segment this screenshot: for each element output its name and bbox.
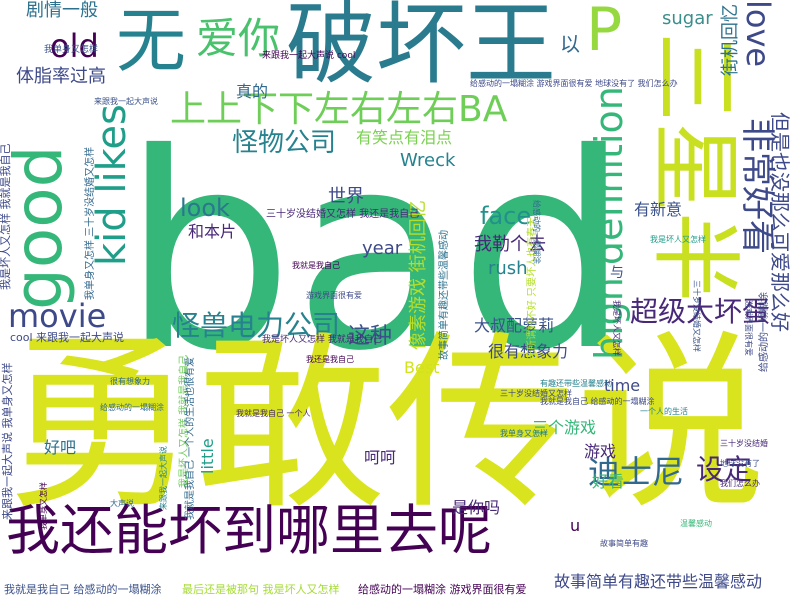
- word: little: [198, 438, 217, 474]
- word: 我是坏人又怎样 我就是我自己: [0, 143, 12, 291]
- word: 我就是我自己 一个人的生活也很有爱: [185, 356, 196, 520]
- word: 无: [116, 0, 186, 82]
- word: 迪士尼: [588, 453, 685, 491]
- word: 三十岁没结婚又怎样: [692, 280, 701, 352]
- word: 我就是我自己: [292, 261, 340, 270]
- word: 我就是我自己 一个人: [236, 409, 311, 418]
- word: 最后还是被那句 我是坏人又怎样: [182, 583, 340, 596]
- word: 爱你: [196, 14, 281, 63]
- word: 很有想象力: [110, 377, 150, 386]
- word: love: [739, 0, 777, 68]
- word: 三十岁没结婚又怎样: [500, 389, 572, 398]
- word: 我是坏人又怎样: [612, 300, 621, 356]
- word: high definition: [587, 86, 631, 360]
- word: kid likes: [89, 104, 135, 266]
- word: 我们怎么办: [720, 479, 760, 488]
- word: 大叔配萝莉: [474, 316, 555, 335]
- word: 游戏界面很有爱: [744, 300, 753, 356]
- word: 这种: [348, 324, 393, 349]
- word: 我是坏人又怎样 我就是我自己: [262, 335, 382, 345]
- word: P: [586, 0, 623, 65]
- word: 我是坏人又怎样: [650, 235, 706, 244]
- word: 世界: [328, 186, 364, 207]
- word: 给感动的一塌糊涂 游戏界面很有爱: [358, 583, 527, 596]
- word: 一个人的生活: [640, 407, 688, 416]
- word: 有新意: [634, 200, 683, 219]
- word: Best: [404, 358, 440, 377]
- word: old: [50, 27, 99, 65]
- word: 我单身又怎样: [500, 429, 548, 438]
- word: 怪物公司: [232, 128, 337, 158]
- word: movie: [8, 297, 107, 335]
- word: Wreck: [400, 150, 456, 171]
- word: 上上下下左右左右BA: [170, 89, 508, 130]
- word: 我还能坏到哪里去呢: [6, 499, 492, 562]
- word: 真的: [236, 82, 269, 101]
- word: 三十岁没结婚: [720, 439, 768, 448]
- word: 呵呵: [364, 448, 397, 467]
- word: 怪兽电力公司: [172, 309, 341, 342]
- word: face: [480, 202, 532, 230]
- word: 来跟我一起大声说 我单身又怎样: [1, 362, 14, 521]
- word: 设定: [696, 453, 753, 486]
- word: 和本片: [188, 222, 237, 241]
- word: 给感动的一塌糊涂: [759, 292, 770, 372]
- word: sugar: [662, 8, 713, 29]
- word: 体脂率过高: [16, 66, 106, 87]
- word: 但是也没那么可爱那么好: [768, 112, 792, 332]
- word: 我单身又怎样: [44, 45, 99, 55]
- word: year: [362, 238, 403, 259]
- word: 温馨感动: [680, 519, 712, 528]
- word: 大声说: [110, 499, 134, 508]
- word: time: [604, 376, 641, 395]
- word: 我就是我自己 给感动的一塌糊涂: [540, 397, 655, 406]
- word: 像素游戏 街机回忆: [408, 200, 429, 350]
- word: 游戏界面很有爱: [306, 291, 362, 300]
- word: 来跟我一起大声说: [94, 97, 158, 106]
- word: good: [0, 145, 77, 310]
- word: 故事简单有趣还带些温馨感动: [439, 230, 450, 360]
- word: 来跟我一起大声说: [159, 446, 168, 510]
- word: 破坏王: [286, 0, 556, 97]
- word: rush: [488, 258, 528, 279]
- word: 很有想象力: [488, 342, 569, 361]
- word: 我单身又怎样 三十岁没结婚又怎样: [85, 146, 96, 300]
- word: 以: [560, 32, 580, 56]
- word: 给感动的一塌糊涂: [100, 403, 164, 412]
- word: 我单身又怎样: [39, 482, 48, 530]
- word: u: [570, 516, 581, 535]
- word: 勇敢传说: [6, 314, 767, 535]
- word: 来跟我一起大声说 cool: [262, 51, 356, 61]
- word: 故事简单有趣: [600, 539, 648, 548]
- word: 我勒个去: [474, 234, 546, 255]
- word: 三个游戏: [532, 418, 597, 437]
- word: 与: [610, 265, 624, 281]
- word: 我还是我自己: [306, 355, 354, 364]
- word: 街机回忆 尤其是: [720, 0, 741, 76]
- word: 地球没有了: [720, 459, 760, 468]
- word: 我就是我自己 给感动的一塌糊涂: [4, 583, 162, 596]
- word: 给感动的一塌糊涂 游戏界面很有爱 地球没有了 我们怎么办: [470, 79, 678, 88]
- word: 有趣还带些温馨感动: [540, 379, 612, 388]
- word: look: [180, 194, 230, 222]
- word: 是你吗: [452, 498, 501, 517]
- word: 游戏: [584, 442, 617, 461]
- word: 剧情一般: [26, 0, 98, 21]
- word: cool 来跟我一起大声说: [10, 331, 125, 344]
- word: 故事简单有趣还带些温馨感动: [554, 572, 763, 591]
- word: 好吧: [44, 438, 77, 457]
- word: 超级大坏蛋: [630, 295, 771, 328]
- word: 三十岁没结婚又怎样 我还是我自己: [266, 209, 420, 220]
- word: bad: [122, 95, 631, 410]
- word: 好看: [592, 472, 625, 491]
- word: 有笑点有泪点: [356, 128, 453, 147]
- word: 给感动的一塌糊涂: [532, 200, 541, 264]
